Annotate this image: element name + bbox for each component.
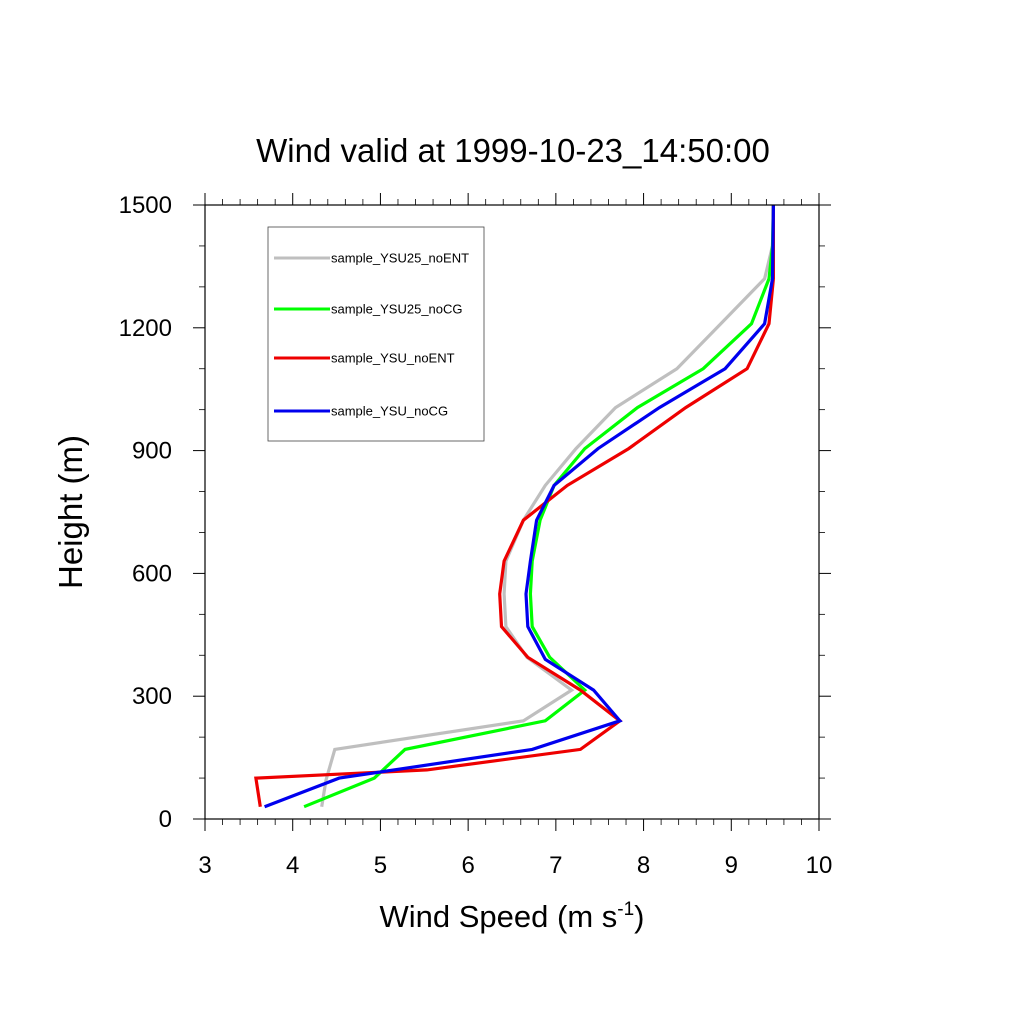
y-tick-label: 0 bbox=[159, 806, 172, 833]
series-line-sample_YSU_noCG bbox=[264, 204, 775, 809]
x-tick-label: 6 bbox=[461, 852, 474, 879]
x-tick-label: 9 bbox=[725, 852, 738, 879]
x-tick-label: 10 bbox=[806, 852, 833, 879]
series-line-sample_YSU_noENT bbox=[254, 205, 776, 807]
y-tick-label: 300 bbox=[132, 683, 172, 710]
tick-labels: 3 4 5 6 7 8 9 10 0 300 600 900 1200 1500 bbox=[119, 192, 833, 879]
chart-title: Wind valid at 1999-10-23_14:50:00 bbox=[256, 132, 770, 169]
x-tick-label: 3 bbox=[198, 852, 211, 879]
x-tick-label: 7 bbox=[549, 852, 562, 879]
x-tick-label: 8 bbox=[637, 852, 650, 879]
series-line-sample_YSU25_noCG bbox=[303, 204, 775, 809]
legend-label: sample_YSU25_noCG bbox=[331, 302, 463, 317]
x-tick-label: 4 bbox=[286, 852, 299, 879]
legend-label: sample_YSU_noENT bbox=[331, 351, 455, 366]
plot-frame bbox=[204, 204, 820, 820]
y-tick-label: 1500 bbox=[119, 192, 172, 219]
axis-ticks bbox=[193, 193, 831, 831]
x-axis-label: Wind Speed (m s-1) bbox=[380, 899, 645, 934]
x-axis-label-superscript: -1 bbox=[617, 899, 634, 920]
y-tick-label: 1200 bbox=[119, 315, 172, 342]
x-axis-label-close: ) bbox=[634, 899, 644, 934]
y-tick-label: 600 bbox=[132, 560, 172, 587]
series-lines bbox=[254, 204, 776, 809]
legend-label: sample_YSU_noCG bbox=[331, 404, 448, 419]
y-tick-label: 900 bbox=[132, 438, 172, 465]
legend: sample_YSU25_noENT sample_YSU25_noCGsampl… bbox=[267, 226, 485, 442]
y-axis-label: Height (m) bbox=[52, 435, 89, 589]
legend-label: sample_YSU25_noENT bbox=[331, 251, 469, 266]
x-tick-label: 5 bbox=[374, 852, 387, 879]
legend-box bbox=[267, 226, 485, 442]
